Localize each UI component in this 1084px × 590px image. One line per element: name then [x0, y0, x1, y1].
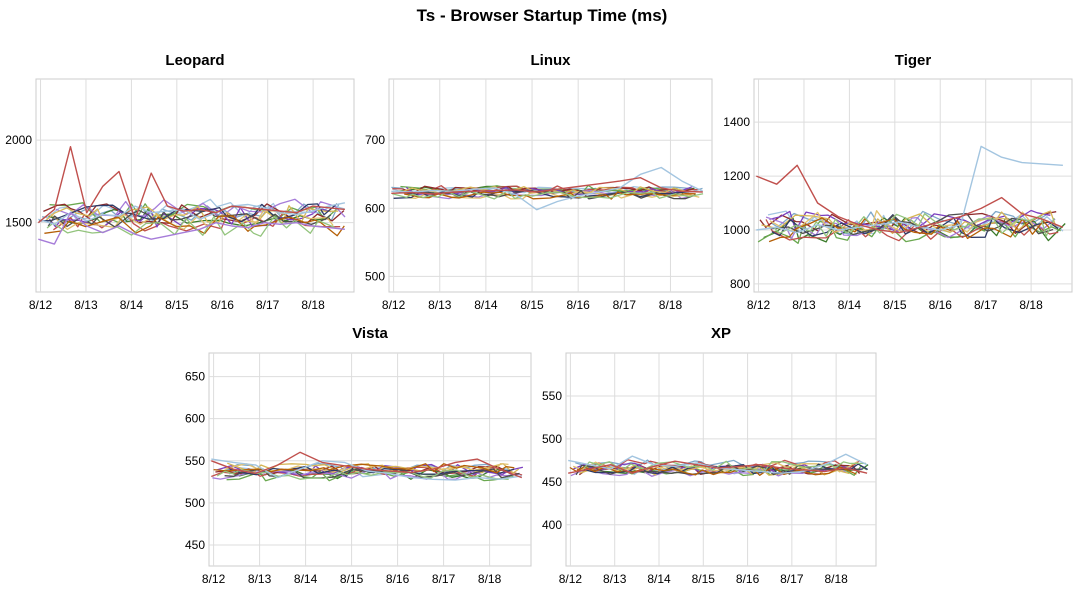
tiger-x-tick-label: 8/12 — [747, 298, 771, 312]
linux-y-tick-label: 600 — [365, 201, 385, 215]
xp-x-tick-label: 8/18 — [824, 572, 848, 586]
vista-x-tick-label: 8/15 — [340, 572, 364, 586]
linux-plot-frame — [388, 78, 713, 293]
leopard-series-line — [47, 208, 332, 228]
linux-x-tick-label: 8/18 — [659, 298, 683, 312]
vista-series-line — [216, 469, 509, 481]
linux-y-tick-label: 500 — [365, 269, 385, 283]
linux-x-tick-label: 8/15 — [520, 298, 544, 312]
leopard-series-line — [38, 202, 346, 226]
linux-x-tick-label: 8/16 — [567, 298, 591, 312]
linux-x-tick-label: 8/13 — [428, 298, 452, 312]
vista-x-tick-label: 8/14 — [294, 572, 318, 586]
tiger-y-tick-label: 1200 — [723, 169, 750, 183]
leopard-x-tick-label: 8/15 — [165, 298, 189, 312]
linux-y-tick-label: 700 — [365, 133, 385, 147]
xp-x-tick-label: 8/15 — [692, 572, 716, 586]
tiger-x-tick-label: 8/14 — [838, 298, 862, 312]
linux-series-line — [392, 190, 704, 200]
tiger-x-tick-label: 8/18 — [1019, 298, 1043, 312]
tiger-x-tick-label: 8/17 — [974, 298, 998, 312]
linux-series-line — [404, 191, 696, 200]
xp-x-tick-label: 8/14 — [647, 572, 671, 586]
xp-plot-frame — [565, 352, 877, 567]
leopard-series-line — [38, 211, 345, 245]
page-title: Ts - Browser Startup Time (ms) — [416, 6, 668, 25]
leopard-plot-frame — [35, 78, 355, 293]
vista-x-tick-label: 8/12 — [202, 572, 226, 586]
chart-linux: 8/12 8/13 8/14 8/15 8/16 8/17 8/18 500 600 700 — [365, 78, 713, 312]
xp-y-tick-label: 500 — [542, 432, 562, 446]
leopard-series-line — [44, 215, 345, 237]
chart-title-tiger: Tiger — [894, 52, 932, 69]
leopard-x-tick-label: 8/13 — [74, 298, 98, 312]
chart-title-vista: Vista — [352, 325, 388, 342]
xp-series-line — [568, 460, 868, 474]
chart-vista: 8/12 8/13 8/14 8/15 8/16 8/17 8/18 450 500 550 600… — [185, 352, 532, 586]
linux-series-line — [391, 166, 704, 211]
vista-x-tick-label: 8/13 — [248, 572, 272, 586]
vista-y-tick-label: 650 — [185, 370, 205, 384]
tiger-y-tick-label: 1400 — [723, 115, 750, 129]
leopard-x-tick-label: 8/14 — [120, 298, 144, 312]
tiger-x-tick-label: 8/16 — [929, 298, 953, 312]
xp-y-tick-label: 550 — [542, 389, 562, 403]
vista-x-tick-label: 8/18 — [478, 572, 502, 586]
linux-x-tick-label: 8/17 — [613, 298, 637, 312]
tiger-series-line — [756, 145, 1063, 234]
tiger-y-tick-label: 800 — [730, 277, 750, 291]
leopard-y-tick-label: 2000 — [5, 133, 32, 147]
tiger-plot-frame — [753, 78, 1073, 293]
linux-x-tick-label: 8/14 — [474, 298, 498, 312]
leopard-series-line — [37, 145, 345, 224]
vista-x-tick-label: 8/16 — [386, 572, 410, 586]
tiger-x-tick-label: 8/15 — [883, 298, 907, 312]
vista-y-tick-label: 450 — [185, 538, 205, 552]
chart-title-linux: Linux — [530, 52, 571, 69]
xp-x-tick-label: 8/13 — [603, 572, 627, 586]
linux-series-line — [391, 176, 703, 195]
leopard-x-tick-label: 8/17 — [256, 298, 280, 312]
vista-plot-frame — [208, 352, 532, 567]
xp-x-tick-label: 8/17 — [780, 572, 804, 586]
chart-title-xp: XP — [710, 325, 731, 342]
tiger-y-tick-label: 1000 — [723, 223, 750, 237]
tiger-series-line — [761, 210, 1057, 236]
xp-x-tick-label: 8/12 — [559, 572, 583, 586]
vista-x-tick-label: 8/17 — [432, 572, 456, 586]
leopard-x-tick-label: 8/12 — [29, 298, 53, 312]
chart-title-leopard: Leopard — [165, 52, 225, 69]
tiger-series-line — [756, 164, 1064, 234]
leopard-x-tick-label: 8/16 — [211, 298, 235, 312]
leopard-y-tick-label: 1500 — [5, 216, 32, 230]
vista-y-tick-label: 550 — [185, 454, 205, 468]
chart-tiger: 8/12 8/13 8/14 8/15 8/16 8/17 8/18 800 1000 1200 1… — [723, 78, 1073, 312]
chart-leopard: 8/12 8/13 8/14 8/15 8/16 8/17 8/18 1500 2000 — [5, 78, 355, 312]
vista-y-tick-label: 500 — [185, 496, 205, 510]
tiger-series-line — [768, 217, 1051, 243]
vista-series-line — [211, 458, 522, 481]
linux-series-line — [403, 190, 700, 200]
vista-series-line — [213, 463, 515, 474]
leopard-series-line — [46, 215, 335, 237]
tiger-series-line — [771, 214, 1059, 239]
xp-y-tick-label: 450 — [542, 475, 562, 489]
vista-y-tick-label: 600 — [185, 412, 205, 426]
xp-x-tick-label: 8/16 — [736, 572, 760, 586]
xp-y-tick-label: 400 — [542, 518, 562, 532]
leopard-series-line — [45, 205, 339, 224]
leopard-x-tick-label: 8/18 — [301, 298, 325, 312]
linux-x-tick-label: 8/12 — [382, 298, 406, 312]
tiger-series-line — [769, 210, 1049, 234]
tiger-x-tick-label: 8/13 — [792, 298, 816, 312]
vista-series-line — [211, 451, 523, 479]
chart-xp: 8/12 8/13 8/14 8/15 8/16 8/17 8/18 400 450 500 550 — [542, 352, 877, 586]
